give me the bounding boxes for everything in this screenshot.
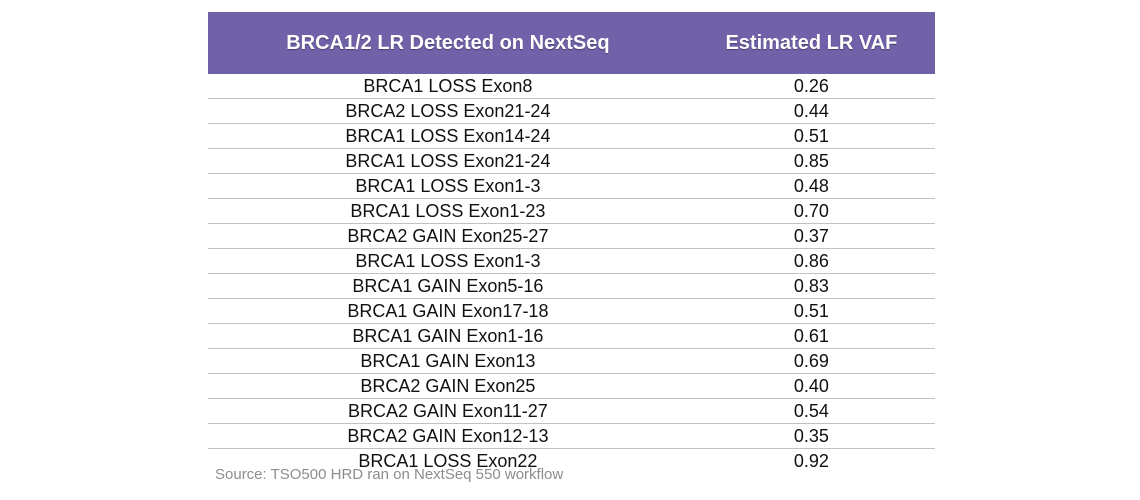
table-body: BRCA1 LOSS Exon8 0.26 BRCA2 LOSS Exon21-24… bbox=[208, 74, 935, 473]
column-header-variant: BRCA1/2 LR Detected on NextSeq bbox=[286, 31, 610, 54]
table-header-row: BRCA1/2 LR Detected on NextSeq Estimated… bbox=[208, 12, 935, 74]
variant-cell: BRCA2 GAIN Exon25-27 bbox=[347, 226, 549, 246]
variant-cell: BRCA1 GAIN Exon5-16 bbox=[352, 276, 544, 296]
table-row: BRCA1 LOSS Exon8 0.26 bbox=[208, 74, 935, 99]
vaf-cell: 0.92 bbox=[793, 451, 829, 471]
vaf-cell: 0.69 bbox=[793, 351, 829, 371]
table-row: BRCA1 GAIN Exon5-16 0.83 bbox=[208, 274, 935, 299]
vaf-cell: 0.70 bbox=[793, 201, 829, 221]
table-row: BRCA1 LOSS Exon1-3 0.48 bbox=[208, 174, 935, 199]
table-row: BRCA1 LOSS Exon22 0.92 bbox=[208, 449, 935, 473]
variant-cell: BRCA1 LOSS Exon21-24 bbox=[345, 151, 551, 171]
table-row: BRCA1 GAIN Exon17-18 0.51 bbox=[208, 299, 935, 324]
vaf-cell: 0.37 bbox=[793, 226, 829, 246]
table-row: BRCA1 GAIN Exon1-16 0.61 bbox=[208, 324, 935, 349]
variant-cell: BRCA2 LOSS Exon21-24 bbox=[345, 101, 551, 121]
table-row: BRCA2 GAIN Exon25-27 0.37 bbox=[208, 224, 935, 249]
vaf-cell: 0.35 bbox=[793, 426, 829, 446]
variant-cell: BRCA1 LOSS Exon14-24 bbox=[345, 126, 551, 146]
vaf-cell: 0.86 bbox=[793, 251, 829, 271]
vaf-cell: 0.51 bbox=[793, 126, 829, 146]
table-row: BRCA1 LOSS Exon21-24 0.85 bbox=[208, 149, 935, 174]
column-header-vaf: Estimated LR VAF bbox=[725, 31, 898, 54]
table-row: BRCA1 GAIN Exon13 0.69 bbox=[208, 349, 935, 374]
source-note: Source: TSO500 HRD ran on NextSeq 550 wo… bbox=[215, 466, 564, 483]
variant-cell: BRCA1 GAIN Exon13 bbox=[360, 351, 536, 371]
table-row: BRCA1 LOSS Exon1-23 0.70 bbox=[208, 199, 935, 224]
vaf-cell: 0.40 bbox=[793, 376, 829, 396]
vaf-cell: 0.54 bbox=[793, 401, 829, 421]
vaf-cell: 0.85 bbox=[793, 151, 829, 171]
variant-cell: BRCA2 GAIN Exon11-27 bbox=[348, 401, 548, 421]
table-row: BRCA2 GAIN Exon12-13 0.35 bbox=[208, 424, 935, 449]
variant-cell: BRCA1 LOSS Exon1-23 bbox=[350, 201, 546, 221]
variant-cell: BRCA2 GAIN Exon25 bbox=[360, 376, 536, 396]
variant-cell: BRCA1 LOSS Exon8 bbox=[363, 76, 533, 96]
table-row: BRCA2 LOSS Exon21-24 0.44 bbox=[208, 99, 935, 124]
vaf-cell: 0.83 bbox=[793, 276, 829, 296]
table-row: BRCA1 LOSS Exon1-3 0.86 bbox=[208, 249, 935, 274]
variant-cell: BRCA1 LOSS Exon1-3 bbox=[355, 176, 541, 196]
table-row: BRCA2 GAIN Exon11-27 0.54 bbox=[208, 399, 935, 424]
vaf-cell: 0.61 bbox=[793, 326, 829, 346]
vaf-cell: 0.51 bbox=[793, 301, 829, 321]
variant-cell: BRCA1 GAIN Exon17-18 bbox=[347, 301, 549, 321]
variant-cell: BRCA2 GAIN Exon12-13 bbox=[347, 426, 549, 446]
table-row: BRCA1 LOSS Exon14-24 0.51 bbox=[208, 124, 935, 149]
variant-cell: BRCA1 GAIN Exon1-16 bbox=[352, 326, 544, 346]
brca-lr-table: BRCA1/2 LR Detected on NextSeq Estimated… bbox=[208, 12, 935, 473]
vaf-cell: 0.48 bbox=[793, 176, 829, 196]
table-row: BRCA2 GAIN Exon25 0.40 bbox=[208, 374, 935, 399]
variant-cell: BRCA1 LOSS Exon22 bbox=[358, 451, 538, 471]
variant-cell: BRCA1 LOSS Exon1-3 bbox=[355, 251, 541, 271]
vaf-cell: 0.26 bbox=[793, 76, 829, 96]
vaf-cell: 0.44 bbox=[793, 101, 829, 121]
